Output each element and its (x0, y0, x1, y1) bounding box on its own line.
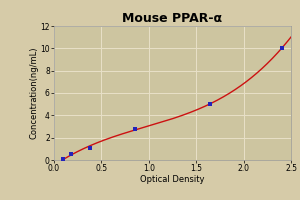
Point (61, 157, 66, 160)
Point (69, 153, 74, 156)
Point (88, 146, 92, 149)
X-axis label: Optical Density: Optical Density (140, 175, 205, 184)
Point (208, 103, 213, 106)
Point (279, 47, 284, 50)
Point (132, 127, 137, 130)
Title: Mouse PPAR-α: Mouse PPAR-α (122, 12, 223, 25)
Y-axis label: Concentration(ng/mL): Concentration(ng/mL) (30, 47, 39, 139)
